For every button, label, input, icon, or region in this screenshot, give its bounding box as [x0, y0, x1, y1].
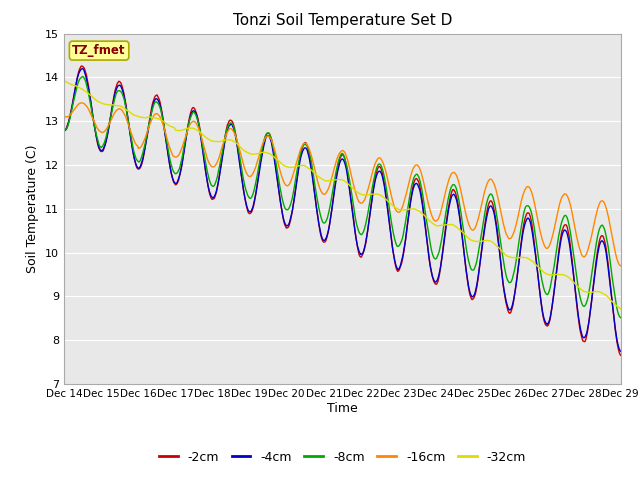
-2cm [411, 177, 419, 183]
Line: -32cm: -32cm [64, 80, 621, 309]
-4cm [185, 120, 193, 126]
-2cm [78, 63, 86, 69]
-8cm [128, 140, 136, 145]
-16cm [411, 163, 419, 169]
-16cm [214, 157, 222, 163]
-2cm [185, 119, 193, 124]
-32cm [184, 126, 192, 132]
-8cm [60, 127, 68, 132]
-32cm [127, 110, 135, 116]
-4cm [60, 128, 68, 133]
-8cm [617, 315, 625, 321]
-8cm [79, 73, 86, 79]
Y-axis label: Soil Temperature (C): Soil Temperature (C) [26, 144, 40, 273]
-16cm [617, 263, 625, 269]
Text: TZ_fmet: TZ_fmet [72, 44, 126, 57]
-4cm [214, 180, 222, 186]
-4cm [70, 93, 78, 98]
Line: -4cm: -4cm [64, 69, 621, 351]
-32cm [214, 139, 221, 144]
-2cm [214, 180, 222, 186]
-8cm [214, 170, 222, 176]
Line: -16cm: -16cm [64, 103, 621, 266]
-16cm [128, 133, 136, 139]
-2cm [617, 352, 625, 358]
-16cm [185, 125, 193, 131]
-32cm [70, 83, 78, 88]
-4cm [411, 181, 419, 187]
Title: Tonzi Soil Temperature Set D: Tonzi Soil Temperature Set D [233, 13, 452, 28]
-4cm [428, 267, 435, 273]
-8cm [428, 245, 435, 251]
-4cm [128, 144, 136, 150]
X-axis label: Time: Time [327, 402, 358, 415]
Line: -8cm: -8cm [64, 76, 621, 318]
-32cm [617, 306, 625, 312]
-4cm [79, 66, 86, 72]
-2cm [428, 268, 435, 274]
-16cm [70, 107, 78, 113]
-2cm [60, 127, 68, 132]
Legend: -2cm, -4cm, -8cm, -16cm, -32cm: -2cm, -4cm, -8cm, -16cm, -32cm [154, 446, 531, 469]
-16cm [428, 211, 435, 216]
-32cm [426, 218, 434, 224]
-32cm [410, 206, 418, 212]
-2cm [128, 144, 136, 149]
-4cm [617, 348, 625, 354]
-8cm [185, 121, 193, 127]
Line: -2cm: -2cm [64, 66, 621, 355]
-16cm [60, 114, 68, 120]
-2cm [70, 92, 78, 98]
-8cm [411, 173, 419, 179]
-8cm [70, 96, 78, 102]
-32cm [60, 77, 68, 83]
-16cm [78, 100, 86, 106]
